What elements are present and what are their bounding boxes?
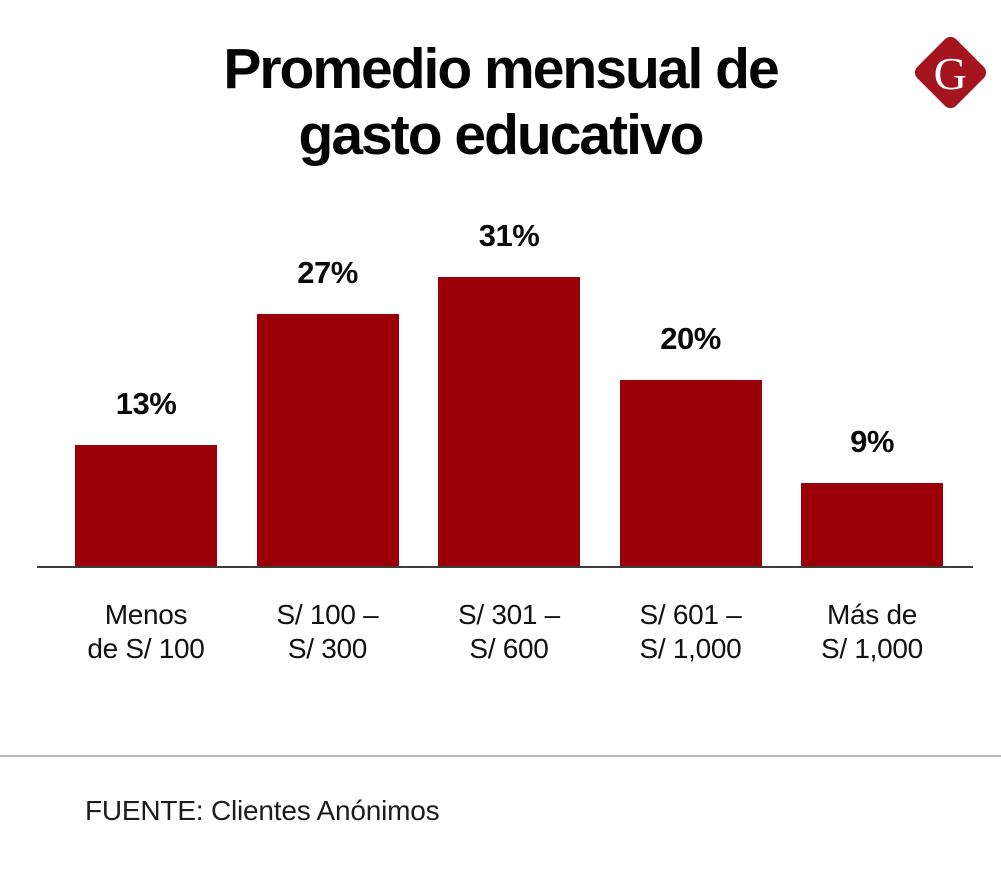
bar-group: 27% — [256, 255, 399, 567]
bar-value-label: 31% — [478, 218, 540, 253]
bar-group: 20% — [619, 321, 762, 567]
category-label: S/ 301 – S/ 600 — [458, 599, 560, 664]
bar-value-label: 9% — [850, 424, 894, 459]
bar — [75, 445, 217, 567]
bar-group: 31% — [438, 218, 580, 567]
bar-group: 9% — [801, 424, 943, 567]
bar — [801, 483, 943, 567]
bar — [619, 380, 762, 567]
x-axis-line — [37, 566, 973, 568]
chart-title: Promedio mensual de gasto educativo — [0, 36, 1001, 168]
footer-divider — [0, 755, 1001, 757]
bar-value-label: 20% — [660, 321, 721, 356]
chart-title-line-2: gasto educativo — [298, 103, 705, 167]
bar — [256, 314, 399, 567]
chart-title-line-1: Promedio mensual de — [223, 37, 779, 101]
bar-value-label: 13% — [115, 386, 177, 421]
category-label: S/ 100 – S/ 300 — [276, 599, 379, 664]
bar-group: 13% — [75, 386, 217, 567]
source-text: FUENTE: Clientes Anónimos — [85, 795, 440, 826]
category-label: Menos de S/ 100 — [87, 599, 205, 664]
category-label: S/ 601 – S/ 1,000 — [639, 599, 742, 664]
bar-value-label: 27% — [297, 255, 358, 290]
bar — [438, 277, 580, 567]
category-label: Más de S/ 1,000 — [821, 599, 923, 664]
